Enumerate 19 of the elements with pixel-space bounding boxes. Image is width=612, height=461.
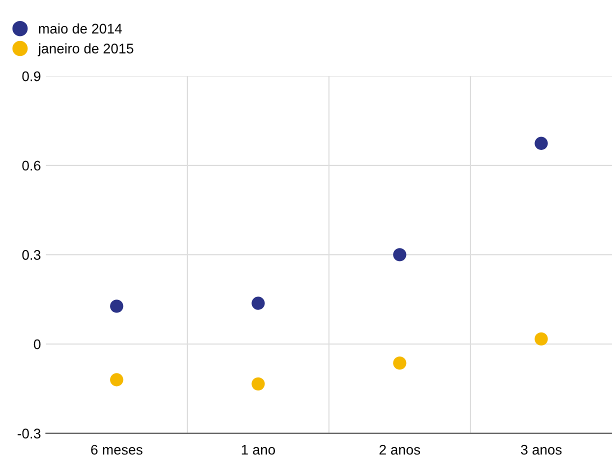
legend-label: janeiro de 2015 bbox=[38, 43, 134, 56]
point bbox=[252, 296, 265, 310]
point bbox=[393, 356, 406, 370]
x-tick-label: 1 ano bbox=[242, 444, 275, 455]
legend-label: maio de 2014 bbox=[39, 23, 122, 34]
point bbox=[110, 300, 124, 313]
point bbox=[110, 373, 124, 386]
y-tick-label: 0.9 bbox=[22, 71, 40, 82]
y-tick-label: 0 bbox=[34, 339, 40, 350]
x-tick-label: 3 anos bbox=[520, 444, 562, 455]
x-tick-label: 2 anos bbox=[380, 444, 420, 455]
x-tick-label: 6 meses bbox=[91, 444, 142, 455]
y-tick-label: -0.3 bbox=[18, 428, 40, 439]
point bbox=[534, 136, 548, 150]
point bbox=[534, 332, 548, 346]
y-tick-label: 0.3 bbox=[22, 250, 40, 260]
point bbox=[252, 377, 265, 391]
point bbox=[393, 248, 406, 262]
y-tick-label: 0.6 bbox=[22, 160, 40, 171]
